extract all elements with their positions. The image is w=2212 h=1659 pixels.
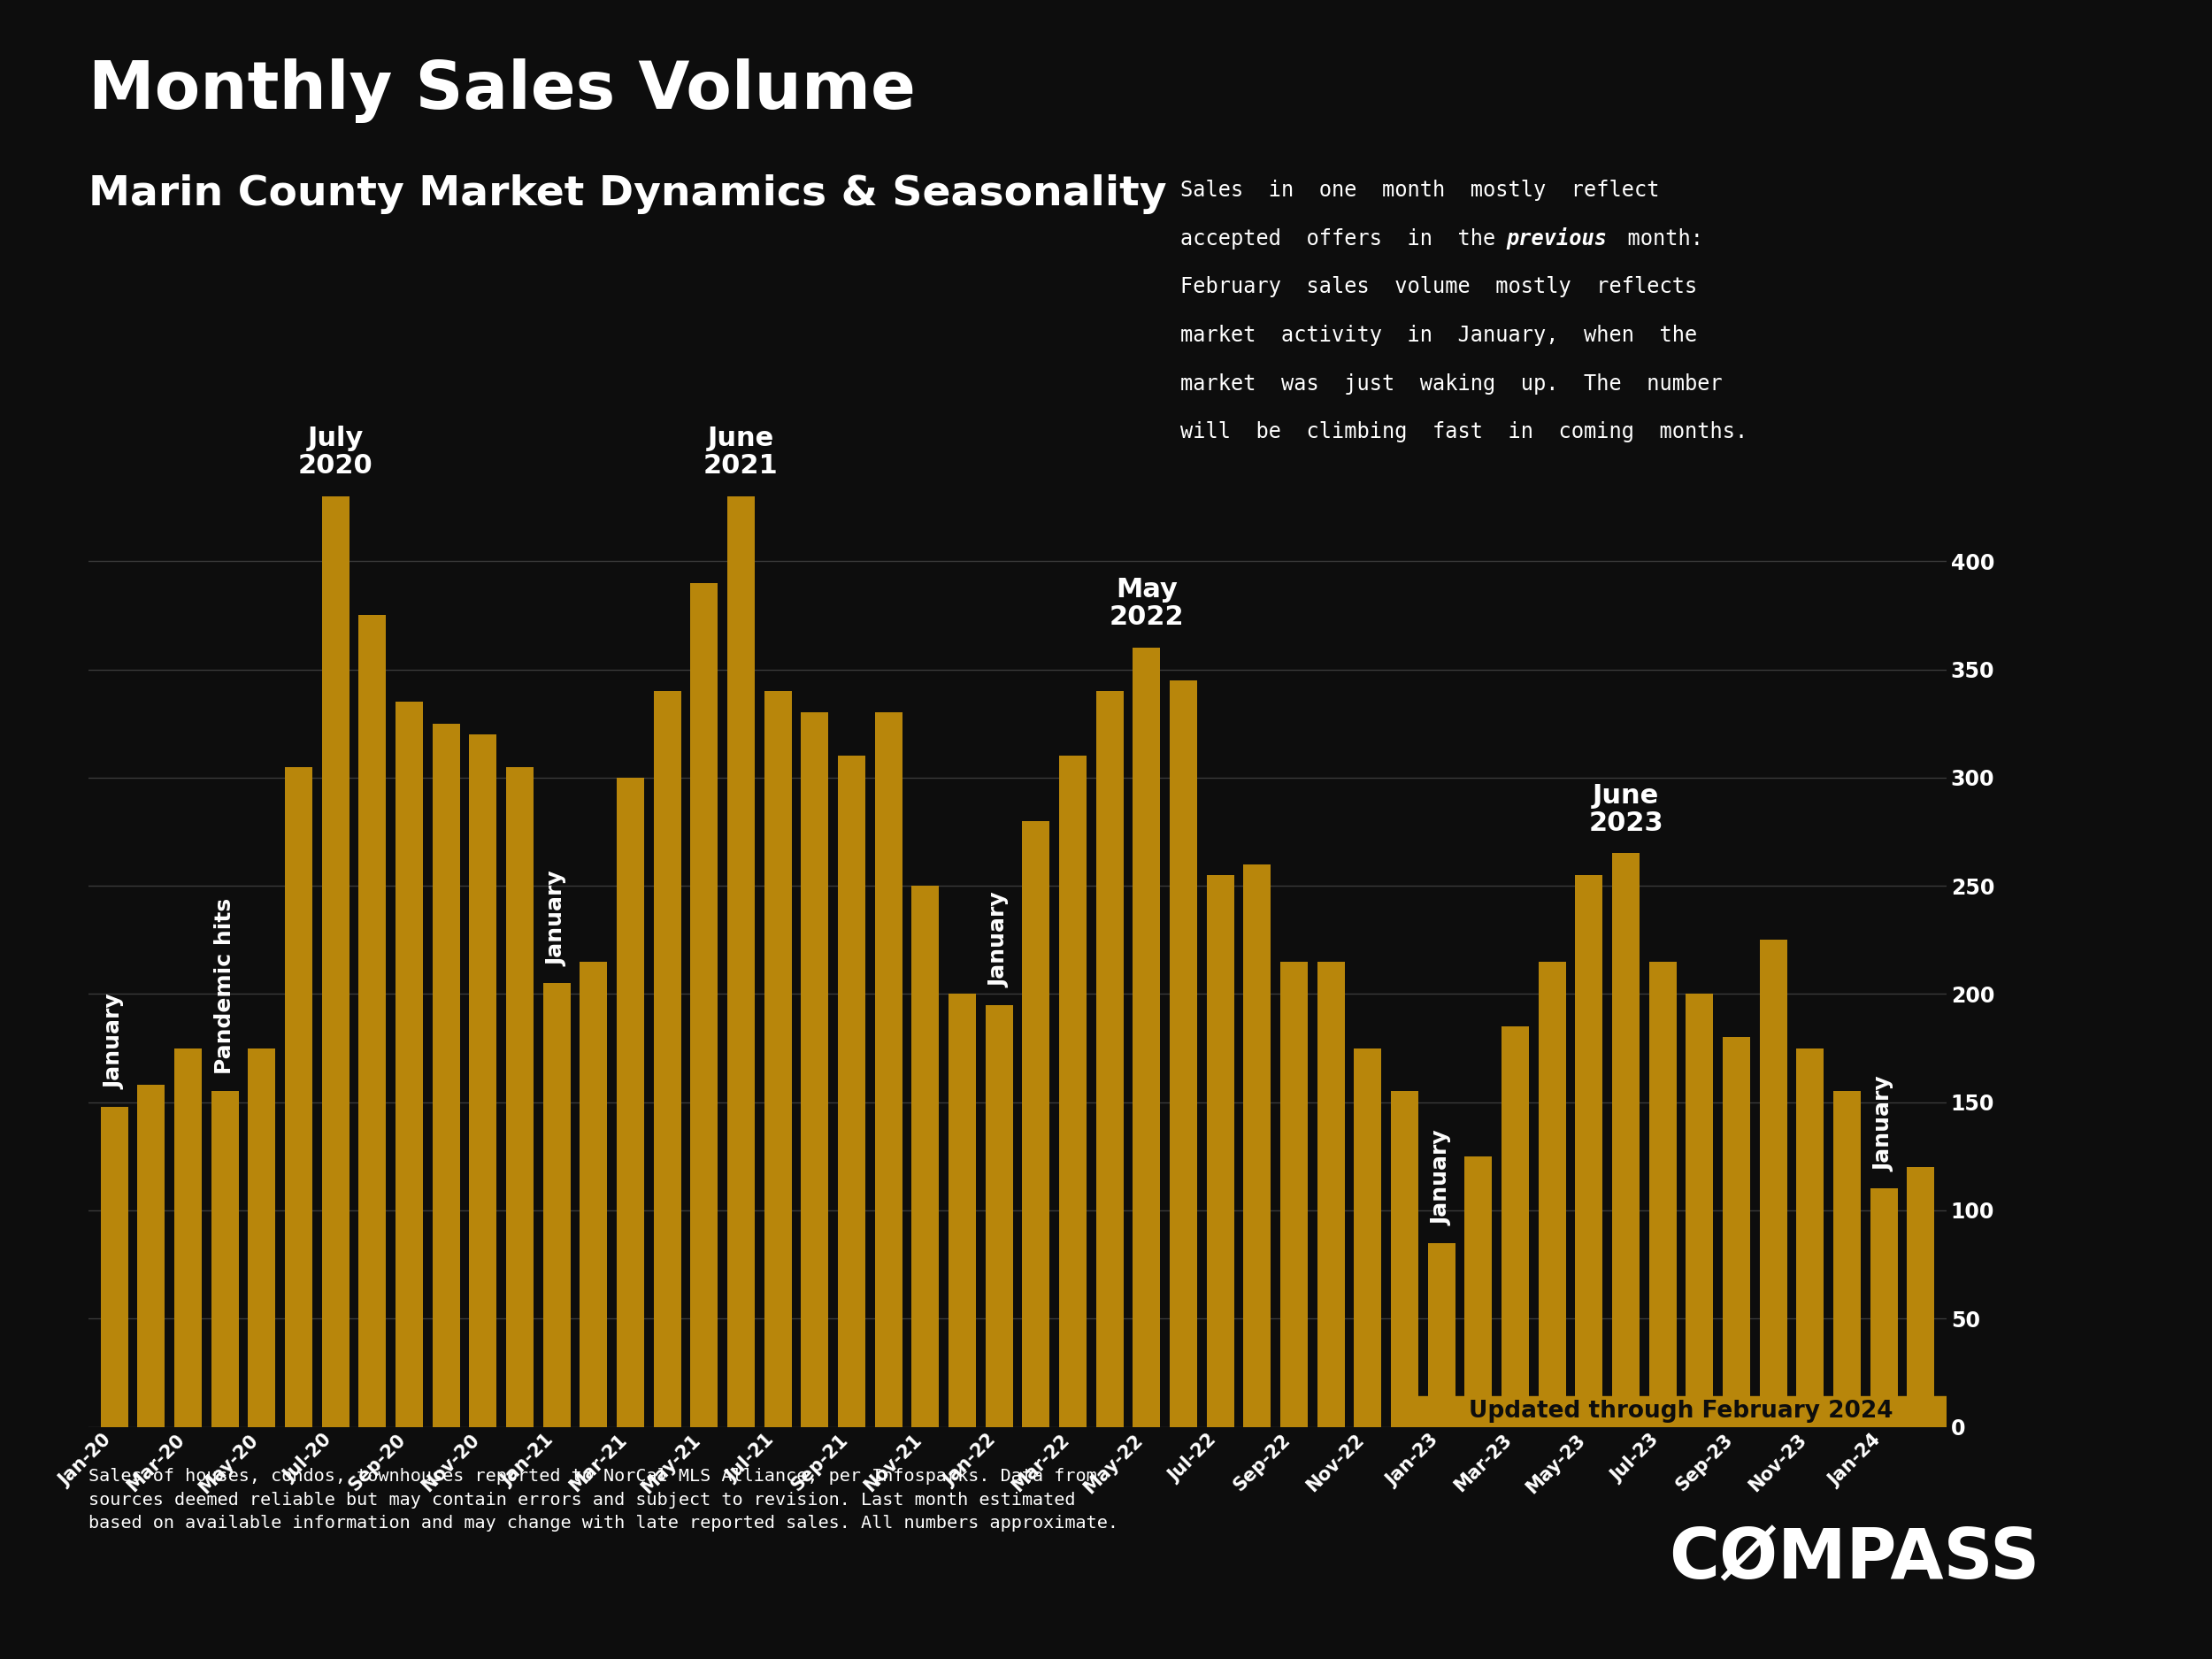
Bar	[248, 1048, 276, 1427]
Bar	[1316, 962, 1345, 1427]
Text: January: January	[1431, 1130, 1451, 1226]
Bar	[911, 886, 940, 1427]
Bar	[1243, 864, 1272, 1427]
Bar	[1796, 1048, 1825, 1427]
Text: market  activity  in  January,  when  the: market activity in January, when the	[1179, 325, 1697, 345]
Text: January: January	[1874, 1077, 1893, 1171]
Bar	[210, 1092, 239, 1427]
Text: market  was  just  waking  up.  The  number: market was just waking up. The number	[1179, 373, 1723, 395]
Bar	[507, 766, 533, 1427]
Bar	[1575, 874, 1604, 1427]
Bar	[874, 713, 902, 1427]
Bar	[469, 735, 498, 1427]
Text: January: January	[104, 994, 124, 1090]
Bar	[1133, 647, 1161, 1427]
Bar	[1869, 1190, 1898, 1427]
Bar	[1502, 1027, 1528, 1427]
Bar	[1907, 1166, 1936, 1427]
Bar	[763, 692, 792, 1427]
Text: January: January	[546, 871, 566, 966]
Bar	[1648, 962, 1677, 1427]
Bar	[1407, 1397, 1947, 1427]
Bar	[838, 757, 865, 1427]
Bar	[1464, 1156, 1493, 1427]
Text: Marin County Market Dynamics & Seasonality: Marin County Market Dynamics & Seasonali…	[88, 174, 1166, 214]
Text: February  sales  volume  mostly  reflects: February sales volume mostly reflects	[1179, 277, 1697, 297]
Bar	[728, 496, 754, 1427]
Bar	[1613, 853, 1639, 1427]
Text: January: January	[989, 893, 1009, 987]
Text: Monthly Sales Volume: Monthly Sales Volume	[88, 58, 916, 123]
Bar	[100, 1107, 128, 1427]
Bar	[358, 615, 387, 1427]
Bar	[396, 702, 422, 1427]
Bar	[1834, 1092, 1860, 1427]
Bar	[690, 582, 719, 1427]
Text: Sales  in  one  month  mostly  reflect: Sales in one month mostly reflect	[1179, 179, 1659, 201]
Bar	[1206, 874, 1234, 1427]
Bar	[653, 692, 681, 1427]
Bar	[801, 713, 830, 1427]
Bar	[1723, 1037, 1750, 1427]
Bar	[984, 1005, 1013, 1427]
Bar	[542, 984, 571, 1427]
Bar	[1170, 680, 1197, 1427]
Bar	[137, 1085, 166, 1427]
Bar	[1095, 692, 1124, 1427]
Text: June
2023: June 2023	[1588, 783, 1663, 836]
Text: July
2020: July 2020	[299, 426, 374, 479]
Bar	[1060, 757, 1086, 1427]
Text: Updated through February 2024: Updated through February 2024	[1469, 1400, 1893, 1423]
Bar	[1281, 962, 1307, 1427]
Bar	[1022, 821, 1051, 1427]
Text: month:: month:	[1601, 227, 1703, 249]
Bar	[1537, 962, 1566, 1427]
Text: will  be  climbing  fast  in  coming  months.: will be climbing fast in coming months.	[1179, 421, 1747, 443]
Text: Sales of houses, condos, townhouses reported to NorCal MLS Alliance, per Infospa: Sales of houses, condos, townhouses repo…	[88, 1468, 1119, 1531]
Bar	[580, 962, 608, 1427]
Bar	[617, 778, 644, 1427]
Bar	[175, 1048, 201, 1427]
Text: Pandemic hits: Pandemic hits	[215, 898, 234, 1073]
Bar	[285, 766, 312, 1427]
Bar	[1354, 1048, 1382, 1427]
Text: previous: previous	[1506, 227, 1606, 249]
Bar	[1759, 941, 1787, 1427]
Bar	[1427, 1243, 1455, 1427]
Text: CØMPASS: CØMPASS	[1668, 1526, 2039, 1593]
Bar	[1391, 1092, 1418, 1427]
Bar	[1686, 994, 1714, 1427]
Bar	[949, 994, 975, 1427]
Bar	[431, 723, 460, 1427]
Text: June
2021: June 2021	[703, 426, 779, 479]
Text: May
2022: May 2022	[1108, 577, 1183, 630]
Text: accepted  offers  in  the: accepted offers in the	[1179, 227, 1520, 249]
Bar	[321, 496, 349, 1427]
